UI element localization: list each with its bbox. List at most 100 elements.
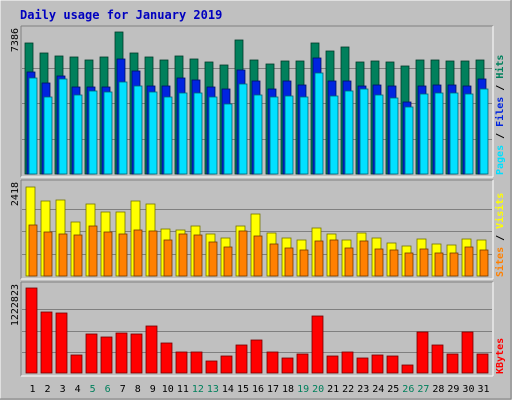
bar-kbytes-day-10 xyxy=(160,342,173,374)
bar-sites-day-7 xyxy=(118,233,128,277)
panel-top: 7386 Pages / Files / Hits xyxy=(10,25,506,178)
bar-sites-day-30 xyxy=(464,246,474,277)
bar-kbytes-day-28 xyxy=(431,344,444,374)
bar-sites-day-15 xyxy=(238,230,248,277)
bar-pages-day-22 xyxy=(344,90,354,175)
bar-pages-day-14 xyxy=(223,103,233,175)
bar-sites-day-9 xyxy=(148,230,158,277)
x-label-day-27: 27 xyxy=(417,384,429,395)
x-label-day-31: 31 xyxy=(477,384,489,395)
bar-sites-day-25 xyxy=(389,249,399,277)
x-label-day-22: 22 xyxy=(342,384,354,395)
legend-item-hits: Hits xyxy=(494,55,506,79)
x-label-day-25: 25 xyxy=(387,384,399,395)
bar-kbytes-day-9 xyxy=(145,325,158,374)
x-label-day-23: 23 xyxy=(357,384,369,395)
panel-middle: 2418 Sites / Visits xyxy=(10,179,506,280)
legend-item-sites: Sites xyxy=(494,247,506,277)
x-label-day-24: 24 xyxy=(372,384,384,395)
bar-sites-day-10 xyxy=(163,239,173,277)
x-label-day-4: 4 xyxy=(75,384,81,395)
bar-kbytes-day-19 xyxy=(296,353,309,374)
x-label-day-18: 18 xyxy=(282,384,294,395)
legend-item-files: Files xyxy=(494,97,506,127)
x-label-day-12: 12 xyxy=(192,384,204,395)
bar-kbytes-day-24 xyxy=(371,354,384,374)
bar-sites-day-31 xyxy=(479,249,489,277)
bar-kbytes-day-7 xyxy=(115,332,128,374)
bar-kbytes-day-1 xyxy=(25,287,38,374)
bar-kbytes-day-31 xyxy=(476,353,489,374)
legend-middle: Sites / Visits xyxy=(494,193,506,277)
bar-kbytes-day-11 xyxy=(175,351,188,374)
bar-kbytes-day-27 xyxy=(416,331,429,374)
bar-pages-day-12 xyxy=(193,92,203,175)
bar-sites-day-28 xyxy=(434,252,444,277)
x-label-day-6: 6 xyxy=(105,384,111,395)
bar-pages-day-26 xyxy=(404,106,414,175)
x-axis-labels: 1 2 3 4 5 6 7 8 9 10 11 12 13 14 15 16 17 18 19 20 21 22 23 24 2… xyxy=(30,384,490,395)
bar-sites-day-2 xyxy=(43,231,53,277)
bar-sites-day-6 xyxy=(103,231,113,277)
bar-kbytes-day-16 xyxy=(250,339,263,374)
scale-label-bottom: 1222823 xyxy=(10,284,21,326)
bar-pages-day-13 xyxy=(208,96,218,175)
bar-kbytes-day-13 xyxy=(205,360,218,374)
bar-kbytes-day-21 xyxy=(326,355,339,374)
bar-kbytes-day-6 xyxy=(100,336,113,374)
x-label-day-11: 11 xyxy=(177,384,189,395)
bar-kbytes-day-8 xyxy=(130,333,143,374)
x-label-day-26: 26 xyxy=(402,384,414,395)
legend-item-kbytes: KBytes xyxy=(495,338,506,374)
bar-sites-day-19 xyxy=(299,249,309,277)
panel-bottom: 1222823 KBytes xyxy=(10,281,506,377)
x-label-day-10: 10 xyxy=(162,384,174,395)
bar-sites-day-3 xyxy=(58,233,68,277)
bar-sites-day-23 xyxy=(359,240,369,277)
legend-bottom: KBytes xyxy=(495,338,506,374)
bar-kbytes-day-20 xyxy=(311,315,324,374)
chart-panels: 7386 Pages / Files / Hits 2418 Sites / Visi… xyxy=(10,25,506,377)
bar-pages-day-11 xyxy=(178,92,188,175)
legend-separator: / xyxy=(495,127,506,145)
bar-sites-day-16 xyxy=(253,235,263,277)
legend-item-visits: Visits xyxy=(494,193,506,229)
bar-sites-day-18 xyxy=(284,247,294,277)
bar-sites-day-12 xyxy=(193,234,203,277)
x-label-day-19: 19 xyxy=(297,384,309,395)
bar-kbytes-day-12 xyxy=(190,351,203,374)
bar-sites-day-1 xyxy=(28,224,38,277)
bar-sites-day-17 xyxy=(269,243,279,277)
bar-sites-day-13 xyxy=(208,241,218,277)
bar-sites-day-4 xyxy=(73,234,83,277)
bar-pages-day-27 xyxy=(419,93,429,175)
bar-kbytes-day-26 xyxy=(401,364,414,374)
bar-sites-day-8 xyxy=(133,229,143,277)
x-label-day-1: 1 xyxy=(30,384,36,395)
bar-pages-day-28 xyxy=(434,92,444,175)
bar-pages-day-16 xyxy=(253,94,263,175)
bar-sites-day-21 xyxy=(329,239,339,277)
bar-sites-day-27 xyxy=(419,248,429,277)
bar-pages-day-10 xyxy=(163,96,173,175)
x-label-day-15: 15 xyxy=(237,384,249,395)
bar-sites-day-20 xyxy=(314,240,324,277)
bar-pages-day-9 xyxy=(148,91,158,175)
bar-kbytes-day-2 xyxy=(40,311,53,374)
bar-kbytes-day-22 xyxy=(341,351,354,374)
x-label-day-7: 7 xyxy=(120,384,126,395)
x-label-day-16: 16 xyxy=(252,384,264,395)
x-label-day-3: 3 xyxy=(60,384,66,395)
bar-pages-day-30 xyxy=(464,93,474,175)
bar-pages-day-21 xyxy=(329,95,339,175)
bar-pages-day-20 xyxy=(314,72,324,175)
bar-sites-day-22 xyxy=(344,247,354,277)
x-label-day-21: 21 xyxy=(327,384,339,395)
x-label-day-30: 30 xyxy=(462,384,474,395)
bar-kbytes-day-29 xyxy=(446,353,459,374)
legend-separator: / xyxy=(495,79,506,97)
x-label-day-17: 17 xyxy=(267,384,279,395)
x-label-day-8: 8 xyxy=(135,384,141,395)
